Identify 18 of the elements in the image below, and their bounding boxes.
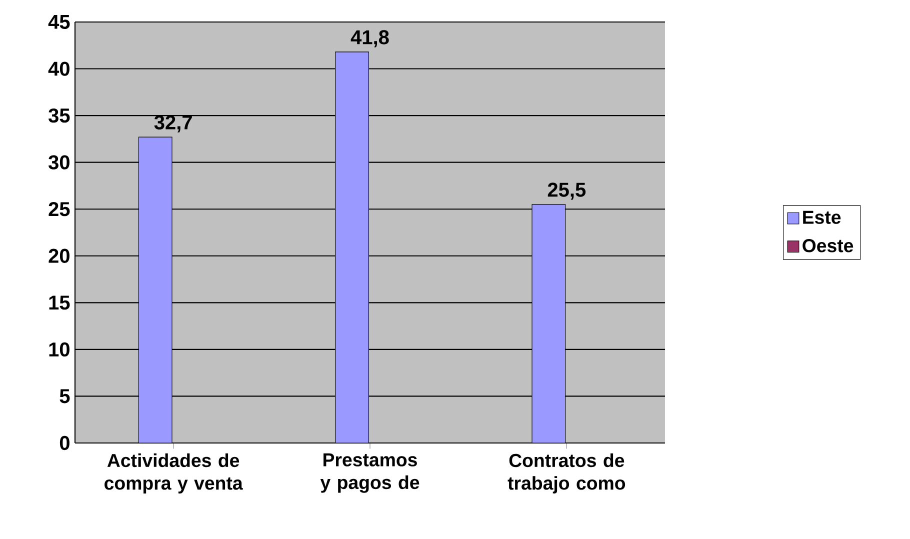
y-tick-label: 10 bbox=[49, 342, 70, 357]
data-label: 25,5 bbox=[548, 182, 586, 200]
y-tick-label: 5 bbox=[60, 389, 70, 404]
y-tick-label: 0 bbox=[60, 436, 70, 450]
x-tick-label: Actividades de compra y venta bbox=[104, 453, 243, 494]
y-tick-label: 45 bbox=[48, 15, 70, 29]
legend-label: Este bbox=[803, 210, 841, 224]
y-tick-label: 35 bbox=[48, 108, 70, 123]
legend-label: Oeste bbox=[802, 239, 854, 252]
y-tick-label: 30 bbox=[48, 155, 70, 170]
y-tick-label: 40 bbox=[48, 62, 70, 76]
data-label: 32,7 bbox=[154, 115, 192, 132]
y-tick-label: 20 bbox=[48, 248, 70, 263]
x-tick-label: Prestamos y pagos de bbox=[320, 453, 420, 493]
y-tick-label: 25 bbox=[48, 202, 70, 216]
x-tick-label: Contratos de trabajo como bbox=[508, 453, 626, 494]
y-tick-label: 15 bbox=[49, 296, 70, 310]
data-label: 41,8 bbox=[350, 30, 389, 48]
